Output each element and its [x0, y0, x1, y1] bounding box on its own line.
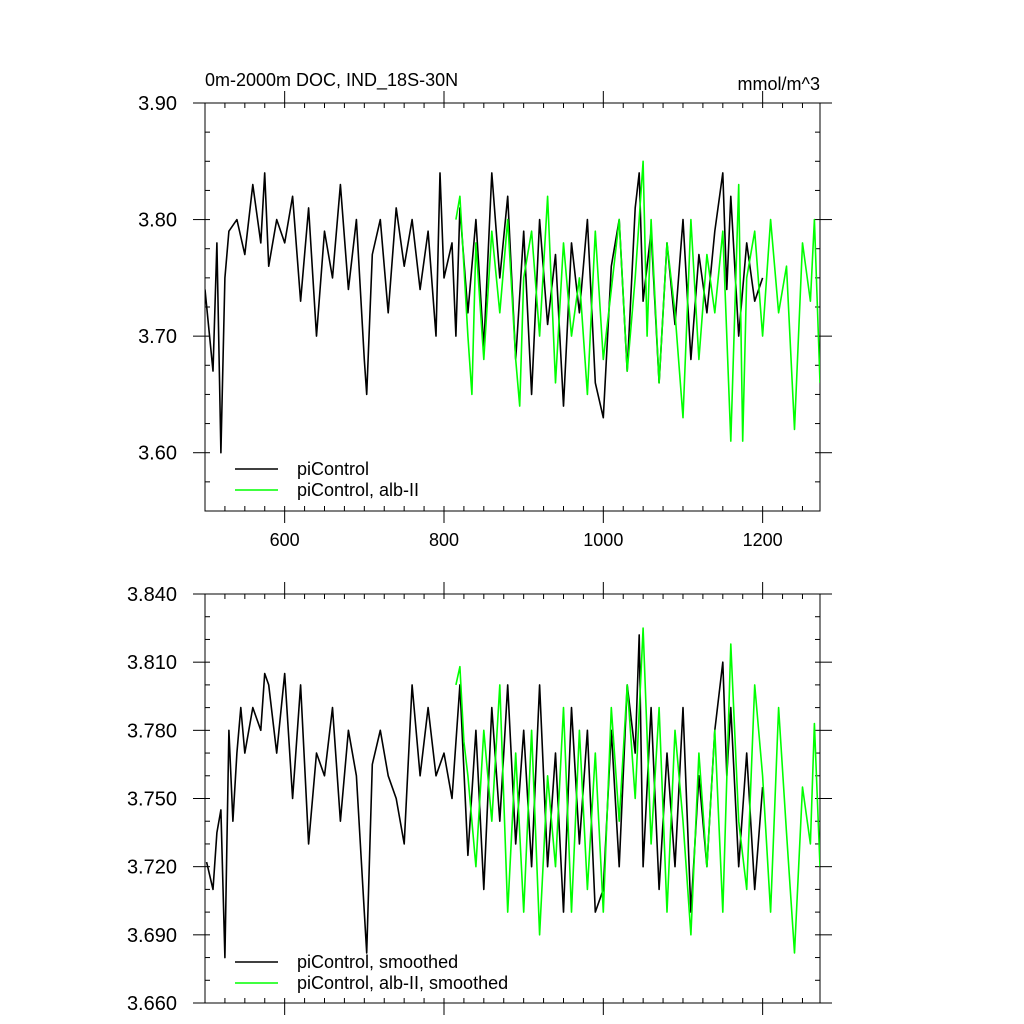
- legend-label: piControl, alb-II: [297, 480, 419, 500]
- legend-label: piControl: [297, 459, 369, 479]
- x-tick-label: 600: [270, 530, 300, 550]
- bottom-panel: 3.660 3.690 3.720 3.750 3.780 3.810 3.840 piCon…: [127, 582, 832, 1015]
- y-tick-label: 3.60: [138, 443, 177, 465]
- x-tick-label: 1000: [583, 530, 623, 550]
- series-line-1: [455, 627, 820, 954]
- x-tick-label: 1200: [743, 530, 783, 550]
- series-line-0: [205, 634, 764, 959]
- top-panel: 600 800 1000 1200 3.60 3.70 3.80 3.90 0m-2000m D…: [138, 70, 832, 550]
- y-tick-label: 3.70: [138, 326, 177, 348]
- y-tick-label: 3.690: [127, 925, 177, 947]
- legend-label: piControl, alb-II, smoothed: [297, 973, 508, 993]
- y-tick-label: 3.660: [127, 993, 177, 1015]
- y-tick-label: 3.750: [127, 789, 177, 811]
- y-tick-label: 3.840: [127, 584, 177, 606]
- units-label: mmol/m^3: [738, 74, 820, 94]
- x-tick-label: 800: [429, 530, 459, 550]
- series-line-1: [455, 160, 820, 442]
- plot-frame: [204, 593, 821, 1004]
- y-tick-label: 3.80: [138, 210, 177, 232]
- y-tick-label: 3.810: [127, 652, 177, 674]
- chart-title: 0m-2000m DOC, IND_18S-30N: [205, 70, 458, 91]
- y-tick-label: 3.780: [127, 720, 177, 742]
- series-line-0: [205, 172, 764, 454]
- legend-label: piControl, smoothed: [297, 952, 458, 972]
- y-tick-label: 3.90: [138, 93, 177, 115]
- y-tick-label: 3.720: [127, 857, 177, 879]
